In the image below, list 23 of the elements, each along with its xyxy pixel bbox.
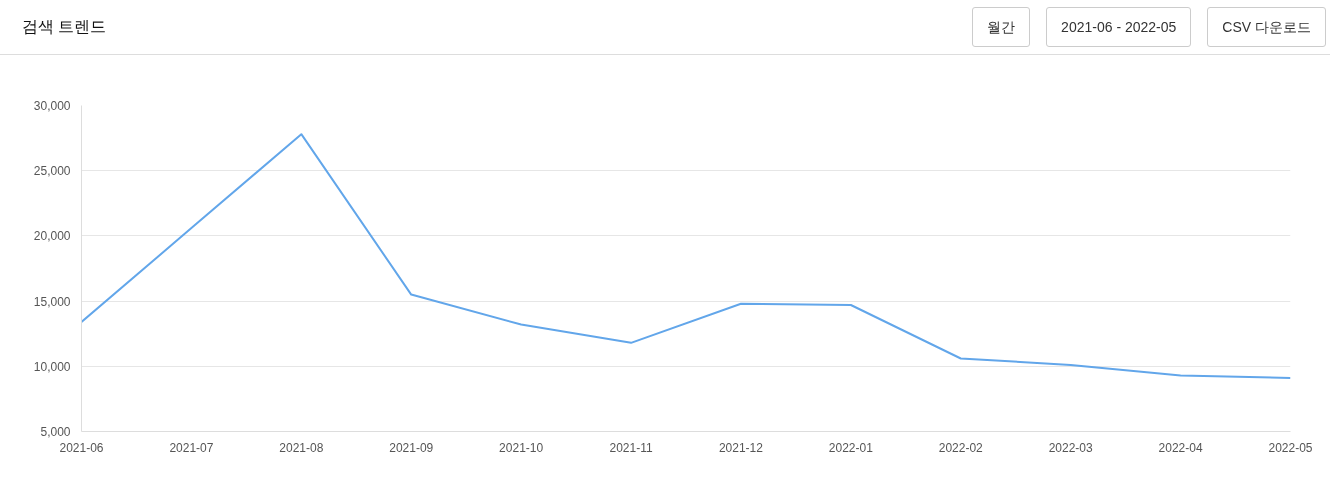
- y-tick-label: 5,000: [40, 425, 71, 439]
- x-tick-label: 2022-01: [828, 440, 874, 455]
- chart-title: 검색 트렌드: [22, 16, 108, 37]
- x-tick-label: 2022-04: [1158, 440, 1203, 455]
- y-tick-label: 25,000: [33, 164, 71, 179]
- x-tick-label: 2022-03: [1048, 440, 1094, 455]
- x-tick-label: 2021-10: [499, 440, 544, 455]
- y-tick-label: 20,000: [33, 229, 71, 244]
- x-tick-label: 2021-06: [59, 440, 104, 455]
- x-tick-label: 2022-05: [1268, 440, 1313, 455]
- y-tick-label: 30,000: [33, 99, 71, 113]
- y-tick-label: 15,000: [33, 294, 71, 309]
- x-tick-label: 2021-07: [169, 440, 214, 455]
- y-tick-label: 10,000: [33, 359, 71, 374]
- text: CSV 다운로드: [1207, 7, 1326, 47]
- text: 2021-06 - 2022-05: [1046, 7, 1192, 47]
- line-series: [81, 133, 1291, 380]
- x-tick-label: 2021-09: [389, 440, 434, 455]
- x-tick-label: 2022-02: [938, 440, 984, 455]
- x-tick-label: 2021-11: [609, 440, 653, 455]
- x-tick-label: 2021-12: [718, 440, 764, 455]
- text: 월간: [972, 7, 1031, 47]
- x-tick-label: 2021-08: [279, 440, 324, 455]
